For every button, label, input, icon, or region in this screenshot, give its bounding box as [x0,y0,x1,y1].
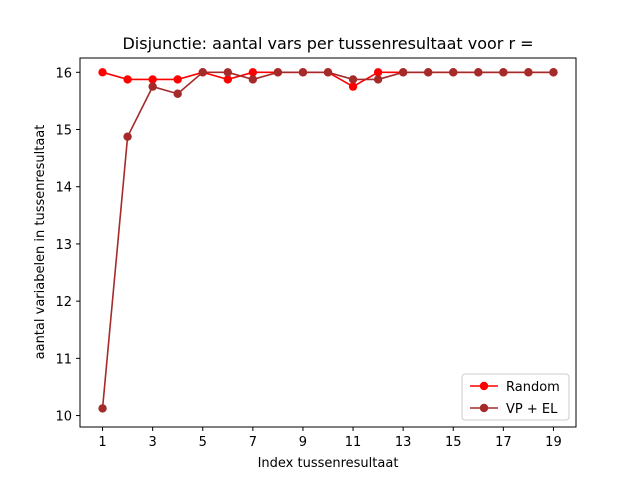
data-point [424,68,433,77]
y-tick-label: 11 [55,352,72,367]
data-point [398,68,408,77]
data-point [223,68,232,77]
x-tick-label: 1 [98,435,106,450]
data-point [499,68,508,77]
y-axis-label: aantal variabelen in tussenresultaat [33,125,48,360]
data-point [273,68,283,77]
y-tick-label: 10 [55,410,72,425]
data-point [198,68,207,77]
legend: Random VP + EL [461,373,570,421]
data-point [123,132,132,141]
legend-swatch-marker [479,403,489,413]
legend-label: Random [506,380,560,395]
data-point [173,89,182,98]
series-layer [98,68,558,413]
x-axis-label: Index tussenresultaat [258,456,399,471]
data-point [148,75,157,84]
data-point [524,68,533,77]
x-tick-label: 15 [445,435,462,450]
data-point [248,75,258,84]
data-point [348,82,358,91]
legend-label: VP + EL [506,402,558,417]
y-tick-label: 12 [55,295,72,310]
data-point [98,68,107,77]
data-point [223,75,232,84]
x-tick-label: 7 [249,435,257,450]
legend-swatch-marker [479,381,489,391]
x-tick-label: 19 [545,435,562,450]
data-point [323,68,333,77]
plot-frame [79,57,577,428]
x-tick-label: 13 [395,435,412,450]
chart-title: Disjunctie: aantal vars per tussenresult… [122,34,533,53]
data-point [373,68,383,77]
data-point [474,68,483,77]
data-point [549,68,558,77]
x-tick-label: 9 [299,435,307,450]
data-point [373,75,383,84]
data-point [248,68,258,77]
y-tick-label: 16 [55,66,72,81]
x-tick-label: 5 [199,435,207,450]
y-tick-label: 13 [55,238,72,253]
data-point [298,68,308,77]
data-point [449,68,458,77]
data-point [348,75,358,84]
x-tick-label: 11 [345,435,362,450]
data-point [148,82,157,91]
data-point [123,75,132,84]
data-point [98,404,107,413]
y-tick-label: 14 [55,181,72,196]
x-tick-label: 3 [149,435,157,450]
data-point [173,75,182,84]
y-tick-label: 15 [55,124,72,139]
x-tick-label: 17 [495,435,512,450]
